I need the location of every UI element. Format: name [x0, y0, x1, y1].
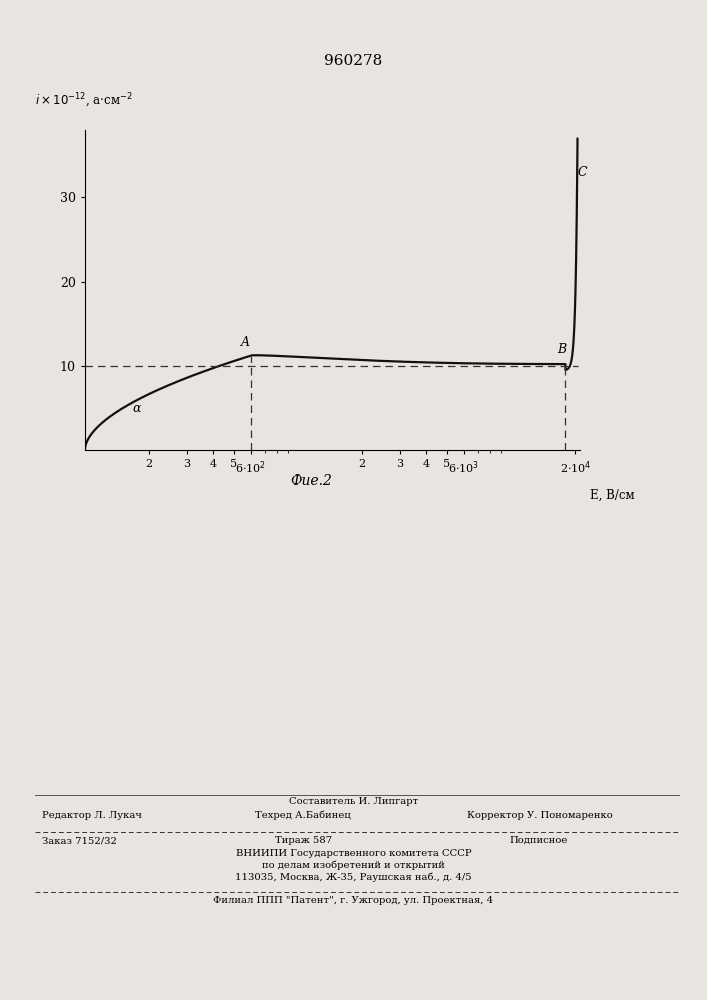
Text: Составитель И. Липгарт: Составитель И. Липгарт: [289, 797, 418, 806]
Text: $i\times10^{-12}$, а·см$^{-2}$: $i\times10^{-12}$, а·см$^{-2}$: [35, 92, 133, 110]
Text: Техред А.Бабинец: Техред А.Бабинец: [255, 810, 350, 820]
Text: E, В/см: E, В/см: [590, 488, 634, 501]
Text: B: B: [556, 343, 566, 356]
Text: 113035, Москва, Ж-35, Раушская наб., д. 4/5: 113035, Москва, Ж-35, Раушская наб., д. …: [235, 872, 472, 882]
Text: Редактор Л. Лукач: Редактор Л. Лукач: [42, 811, 142, 820]
Text: C: C: [577, 166, 587, 179]
Text: Фие.2: Фие.2: [290, 474, 332, 488]
Text: Тираж 587: Тираж 587: [276, 836, 332, 845]
Text: по делам изобретений и открытий: по делам изобретений и открытий: [262, 860, 445, 870]
Text: Филиал ППП "Патент", г. Ужгород, ул. Проектная, 4: Филиал ППП "Патент", г. Ужгород, ул. Про…: [214, 896, 493, 905]
Text: Подписное: Подписное: [509, 836, 568, 845]
Text: Корректор У. Пономаренко: Корректор У. Пономаренко: [467, 811, 612, 820]
Text: A: A: [241, 336, 250, 349]
Text: ВНИИПИ Государственного комитета СССР: ВНИИПИ Государственного комитета СССР: [235, 849, 472, 858]
Text: Заказ 7152/32: Заказ 7152/32: [42, 836, 117, 845]
Text: 960278: 960278: [325, 54, 382, 68]
Text: α: α: [132, 402, 141, 415]
